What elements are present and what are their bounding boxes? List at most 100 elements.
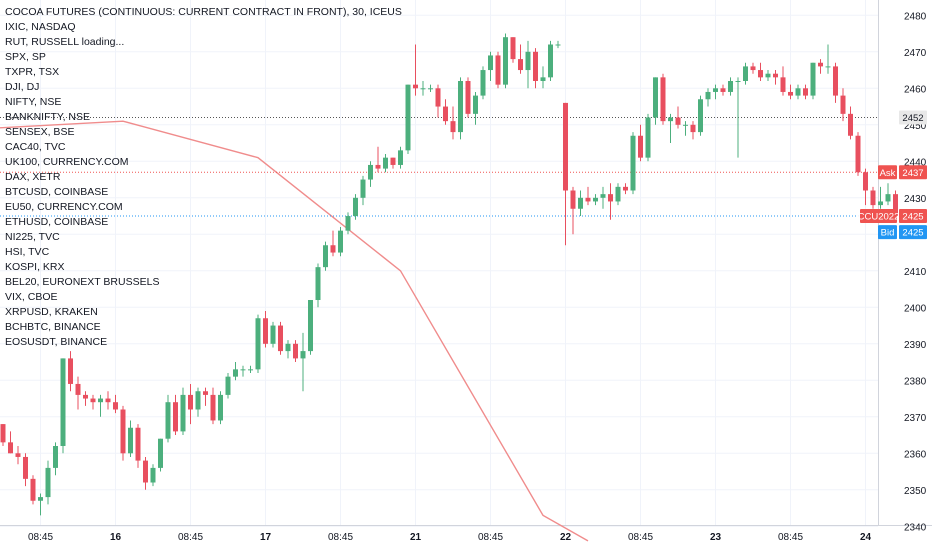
legend-item[interactable]: NIFTY, NSE	[5, 96, 62, 108]
price-tick-label: 2360	[904, 449, 927, 460]
candle	[398, 146, 403, 169]
candle-body	[870, 190, 876, 206]
candle	[855, 132, 861, 176]
candle	[285, 340, 291, 359]
price-tick-label: 2370	[904, 413, 927, 424]
candle-body	[818, 62, 823, 67]
candle-body	[773, 73, 778, 78]
time-axis[interactable]: 08:45 16 08:45 17 08:45 21 08:45 22 08:45 23 08:45…	[28, 532, 872, 543]
candle-body	[728, 81, 733, 92]
candle-body	[758, 70, 763, 78]
time-tick-label: 08:45	[178, 532, 203, 543]
candle	[53, 442, 58, 476]
candle	[653, 77, 658, 125]
legend-item[interactable]: BCHBTC, BINANCE	[5, 321, 101, 333]
candle	[68, 351, 73, 392]
legend-item[interactable]: RUT, RUSSELL loading...	[5, 36, 125, 48]
candle-body	[458, 81, 463, 133]
candle-body	[450, 121, 456, 133]
candle	[113, 394, 118, 414]
candle-body	[503, 37, 508, 85]
legend-item[interactable]: ETHUSD, COINBASE	[5, 216, 109, 228]
candle	[833, 62, 838, 103]
legend-item[interactable]: NI225, TVC	[5, 231, 60, 243]
candle-body	[810, 62, 816, 96]
legend-item[interactable]: BTCUSD, COINBASE	[5, 186, 109, 198]
candle-body	[225, 376, 231, 395]
candle-body	[383, 157, 388, 169]
candle	[533, 48, 538, 89]
legend-item[interactable]: SENSEX, BSE	[5, 126, 75, 138]
candle	[270, 321, 276, 348]
candle-body	[585, 197, 591, 202]
candle	[548, 40, 553, 81]
candle-body	[893, 194, 898, 217]
high-price-tag-text: 2452	[902, 113, 923, 124]
candle	[630, 132, 636, 195]
legend-item[interactable]: VIX, CBOE	[5, 291, 58, 303]
candle	[45, 460, 51, 505]
price-tick-label: 2440	[904, 157, 927, 168]
legend-item[interactable]: CAC40, TVC	[5, 141, 66, 153]
price-tags: 2452 Ask 2437 CCU2022 2425 Bid 2425	[858, 110, 927, 240]
candle	[518, 44, 523, 74]
candle-body	[833, 66, 838, 96]
candle	[683, 121, 688, 136]
candle	[638, 124, 643, 162]
candle-body	[263, 318, 268, 344]
candle-body	[75, 383, 81, 395]
candle-body	[435, 88, 441, 107]
candle-body	[780, 77, 786, 92]
symbol-price-tag-text: CCU2022	[858, 212, 900, 223]
candle-body	[173, 402, 178, 432]
legend-item[interactable]: EU50, CURRENCY.COM	[5, 201, 123, 213]
candle	[278, 321, 283, 355]
legend-item[interactable]: TXPR, TSX	[5, 66, 60, 78]
candle-body	[188, 394, 193, 410]
candle-body	[375, 164, 381, 169]
candle-body	[630, 135, 636, 191]
candle	[128, 420, 133, 457]
bid-tag-text: 2425	[902, 228, 923, 239]
candle	[473, 91, 478, 125]
candle-body	[825, 66, 831, 68]
legend-item[interactable]: DJI, DJ	[5, 81, 40, 93]
time-tick-label: 22	[560, 532, 572, 543]
price-axis[interactable]: 2340235023602370238023902400241024202430…	[904, 11, 927, 533]
chart-title[interactable]: COCOA FUTURES (CONTINUOUS: CURRENT CONTR…	[5, 6, 402, 18]
candle	[615, 183, 621, 206]
symbol-price-tag-box	[899, 209, 927, 224]
candle	[480, 66, 486, 100]
legend-item[interactable]: DAX, XETR	[5, 171, 61, 183]
legend-item[interactable]: UK100, CURRENCY.COM	[5, 156, 129, 168]
legend-item[interactable]: BANKNIFTY, NSE	[5, 111, 90, 123]
candle-body	[548, 44, 553, 78]
candle-body	[300, 351, 306, 359]
candle-body	[128, 427, 133, 454]
candle-body	[68, 358, 73, 384]
candle-body	[135, 427, 141, 461]
legend-item[interactable]: XRPUSD, KRAKEN	[5, 306, 98, 318]
legend-item[interactable]: SPX, SP	[5, 51, 46, 63]
candle	[390, 157, 396, 169]
candle-body	[563, 102, 568, 191]
candle-body	[428, 88, 433, 90]
candle-body	[735, 81, 741, 82]
candle-body	[338, 230, 343, 253]
candle	[690, 121, 696, 140]
candle-body	[23, 456, 28, 479]
legend-item[interactable]: IXIC, NASDAQ	[5, 21, 76, 33]
legend-item[interactable]: HSI, TVC	[5, 246, 50, 258]
candle-body	[645, 117, 651, 158]
candle-body	[285, 343, 291, 352]
candle	[878, 186, 883, 209]
time-tick-label: 08:45	[478, 532, 503, 543]
legend-item[interactable]: BEL20, EURONEXT BRUSSELS	[5, 276, 160, 288]
time-tick-label: 08:45	[28, 532, 53, 543]
legend-item[interactable]: KOSPI, KRX	[5, 261, 65, 273]
candle	[600, 186, 606, 209]
legend-item[interactable]: EOSUSDT, BINANCE	[5, 336, 108, 348]
candle-body	[150, 467, 156, 483]
price-tick-label: 2350	[904, 486, 927, 497]
